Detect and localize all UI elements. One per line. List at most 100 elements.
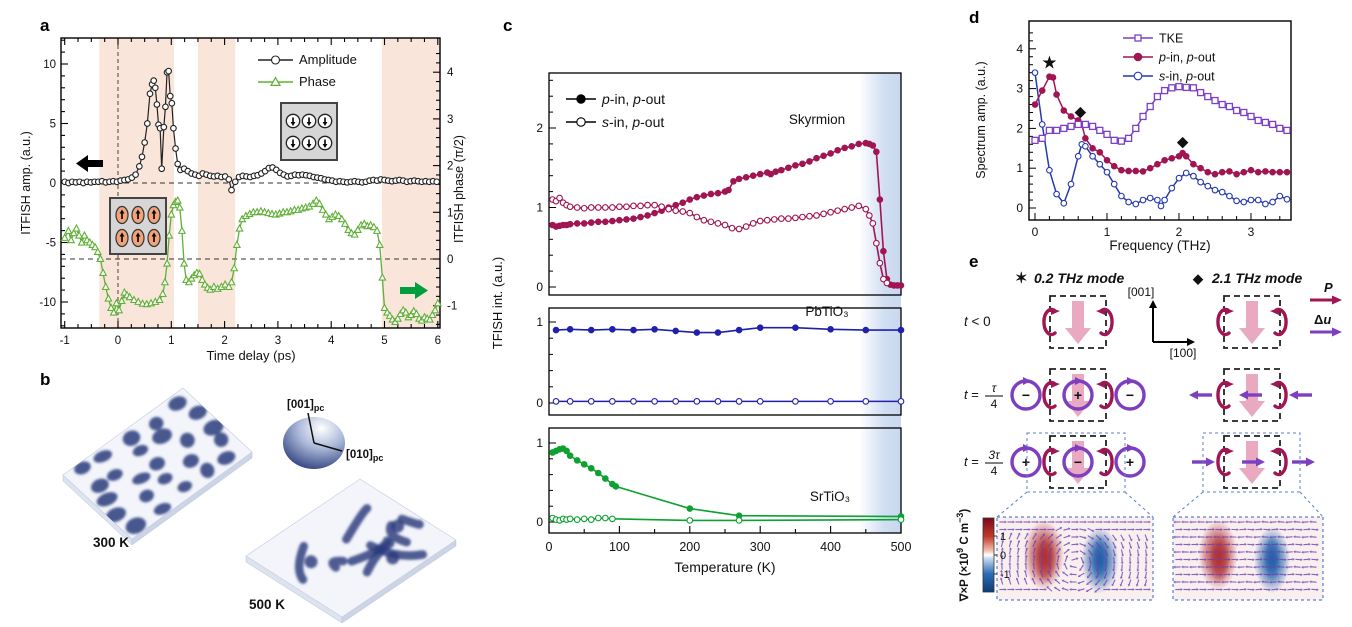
svg-text:2: 2 xyxy=(1176,225,1183,239)
svg-text:1: 1 xyxy=(447,207,453,219)
mode-21-header: 2.1 THz mode xyxy=(1211,270,1302,286)
svg-text:-5: -5 xyxy=(46,238,56,250)
series-label: Skyrmion xyxy=(789,112,845,127)
panel-c-xlabel: Temperature (K) xyxy=(674,559,775,575)
svg-text:10: 10 xyxy=(43,59,56,71)
panel-d-ylabel: Spectrum amp. (a.u.) xyxy=(974,61,988,178)
svg-text:200: 200 xyxy=(679,540,700,554)
svg-text:0: 0 xyxy=(115,335,121,347)
svg-text:-1: -1 xyxy=(1000,569,1010,581)
slab-300K xyxy=(62,387,253,546)
mode-cell-02thz-row1 xyxy=(1042,295,1114,349)
vector-legend: P Δu xyxy=(1310,280,1342,337)
svg-text:s-in, p-out: s-in, p-out xyxy=(1159,70,1215,84)
svg-text:0: 0 xyxy=(50,178,56,190)
svg-text:3: 3 xyxy=(1016,82,1023,96)
svg-text:2: 2 xyxy=(1016,121,1023,135)
right-axis-arrow xyxy=(400,282,428,299)
svg-text:0: 0 xyxy=(536,396,543,410)
svg-text:5: 5 xyxy=(50,119,56,131)
svg-text:−: − xyxy=(1022,387,1030,403)
svg-text:5: 5 xyxy=(381,335,387,347)
svg-text:2: 2 xyxy=(221,335,227,347)
panel-a-legend: Amplitude Phase xyxy=(258,52,357,89)
svg-text:t < 0: t < 0 xyxy=(964,314,991,329)
mode-cell-02thz-row2: − − + xyxy=(1010,368,1146,422)
svg-text:4: 4 xyxy=(991,464,998,478)
panel-c-legend: p-in, p-out s-in, p-out xyxy=(566,91,665,130)
panel-d-chart: 0 1 2 3 4 0 1 2 3 Frequency (THz) Spectrum amp. (a… xyxy=(974,20,1292,253)
svg-text:τ: τ xyxy=(992,381,998,395)
slab-label-500K: 500 K xyxy=(249,597,285,612)
panel-a-letter: a xyxy=(40,16,50,35)
svg-text:1: 1 xyxy=(1000,531,1006,543)
series-label: SrTiO₃ xyxy=(810,489,850,504)
svg-text:1: 1 xyxy=(536,315,543,329)
svg-text:-1: -1 xyxy=(60,335,70,347)
svg-text:100: 100 xyxy=(609,540,630,554)
svg-text:1: 1 xyxy=(1016,161,1023,175)
panel-e-mode-diagrams: ✶ 0.2 THz mode ◆ 2.1 THz mode [001] [100] P Δu t… xyxy=(955,270,1342,603)
svg-text:3τ: 3τ xyxy=(988,448,1001,462)
svg-text:1: 1 xyxy=(168,335,174,347)
slab-500K xyxy=(245,478,457,624)
svg-text:p-in, p-out: p-in, p-out xyxy=(1158,51,1216,65)
svg-text:1: 1 xyxy=(1104,225,1111,239)
panel-e-letter: e xyxy=(969,252,979,271)
diamond-glyph: ◆ xyxy=(1192,271,1204,286)
mode-cell-21thz-row1 xyxy=(1216,295,1288,349)
diamond-marker: ◆ xyxy=(1075,103,1087,120)
svg-text:0: 0 xyxy=(546,540,553,554)
mode-cell-21thz-row3 xyxy=(1192,435,1315,489)
svg-text:0: 0 xyxy=(536,515,543,529)
left-axis-arrow xyxy=(76,155,103,172)
inset-up-polarization xyxy=(109,197,167,255)
svg-text:400: 400 xyxy=(820,540,841,554)
panel-d-legend: TKE p-in, p-out s-in, p-out xyxy=(1123,32,1216,84)
series-label: PbTiO₃ xyxy=(805,304,848,319)
panel-c-letter: c xyxy=(503,16,513,35)
mode-02-header: 0.2 THz mode xyxy=(1034,270,1124,286)
panel-b-letter: b xyxy=(40,370,51,389)
svg-text:1: 1 xyxy=(536,201,543,215)
svg-text:TKE: TKE xyxy=(1159,32,1183,46)
svg-text:3: 3 xyxy=(447,114,453,126)
svg-text:Amplitude: Amplitude xyxy=(299,52,357,67)
svg-text:[100]: [100] xyxy=(1170,346,1197,360)
panel-c-ylabel: TFISH int. (a.u.) xyxy=(490,257,505,349)
svg-text:P: P xyxy=(1324,280,1333,295)
svg-text:0: 0 xyxy=(1016,201,1023,215)
inset-down-polarization xyxy=(280,102,338,161)
orientation-sphere: [001]pc [010]pc xyxy=(283,399,383,469)
svg-text:0: 0 xyxy=(1032,225,1039,239)
star-glyph: ✶ xyxy=(1015,270,1028,287)
svg-text:6: 6 xyxy=(435,335,441,347)
svg-text:−: − xyxy=(1074,454,1082,470)
svg-text:Phase: Phase xyxy=(299,74,336,89)
panel-a-ylabel-right: ITFISH phase (π/2) xyxy=(452,135,466,243)
curl-colorbar: 1 0 -1 ∇×P (×109 C m−3) xyxy=(955,509,1010,603)
transition-band xyxy=(858,73,901,533)
svg-text:+: + xyxy=(1126,454,1134,470)
svg-text:500: 500 xyxy=(891,540,912,554)
panel-b-simulations: 300 K 500 K [001]pc [010]pc xyxy=(62,387,457,624)
svg-text:-10: -10 xyxy=(39,297,56,309)
svg-text:s-in, p-out: s-in, p-out xyxy=(602,114,664,130)
svg-text:Δu: Δu xyxy=(1314,312,1331,327)
svg-text:+: + xyxy=(1022,454,1030,470)
svg-text:300: 300 xyxy=(750,540,771,554)
panel-c-chart: 0 1 2 Skyrmion 0 1 PbTiO₃ 0 1 SrTiO₃ 0 100 200 300 400… xyxy=(490,72,912,575)
crystal-axes: [001] [100] xyxy=(1128,285,1197,360)
svg-text:∇×P (×109 C m−3): ∇×P (×109 C m−3) xyxy=(955,509,971,603)
svg-text:−: − xyxy=(1126,387,1134,403)
panel-d-xlabel: Frequency (THz) xyxy=(1109,238,1210,253)
svg-text:2: 2 xyxy=(447,161,453,173)
svg-text:3: 3 xyxy=(1248,225,1255,239)
svg-text:3: 3 xyxy=(275,335,281,347)
svg-text:[001]: [001] xyxy=(1128,285,1155,299)
svg-text:t =: t = xyxy=(964,387,979,402)
svg-text:1: 1 xyxy=(536,436,543,450)
svg-text:4: 4 xyxy=(328,335,335,347)
svg-text:4: 4 xyxy=(1016,42,1023,56)
